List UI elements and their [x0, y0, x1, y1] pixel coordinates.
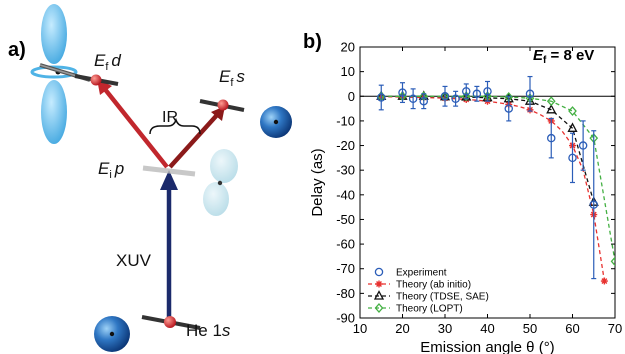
ir-bracket	[149, 117, 201, 135]
data-point	[408, 94, 418, 103]
data-point	[610, 256, 615, 267]
series-theory-tdse-sae-	[376, 90, 599, 206]
d-orbital-icon	[30, 4, 91, 144]
label-xuv: XUV	[116, 251, 152, 270]
label-ir: IR	[162, 109, 178, 126]
legend-marker	[375, 280, 383, 288]
data-point	[568, 106, 577, 117]
x-tick-label: 60	[565, 321, 579, 336]
data-point	[398, 88, 407, 97]
data-point	[525, 89, 535, 99]
data-point	[419, 96, 428, 106]
p-orbital-faded-icon	[203, 149, 238, 216]
series-theory-lopt-	[376, 91, 615, 267]
data-point	[567, 122, 578, 132]
x-tick-label: 10	[353, 321, 367, 336]
data-point	[589, 200, 599, 209]
label-ef-s: Ef s	[219, 67, 245, 89]
xuv-arrow	[160, 170, 178, 322]
panel-a-label: a)	[8, 39, 26, 61]
panel-b: b) 10 20 30 40 50 60 70 20 10 0 -10 -20 -30 -40 -50 -60…	[303, 31, 622, 354]
s-orbital-icon	[260, 106, 292, 138]
plot-area	[376, 75, 615, 285]
data-point	[440, 92, 450, 101]
data-point	[600, 277, 608, 285]
y-tick-label: -40	[336, 187, 355, 202]
legend-label: Theory (TDSE, SAE)	[396, 292, 489, 303]
data-point	[504, 104, 513, 113]
y-tick-label: -20	[336, 138, 355, 153]
y-tick-label: -10	[336, 113, 355, 128]
data-point	[578, 141, 588, 150]
data-point	[568, 153, 577, 163]
panel-b-label: b)	[303, 31, 322, 53]
legend-label: Theory (LOPT)	[396, 304, 463, 315]
data-point	[451, 94, 460, 103]
energy-annotation: Ef = 8 eV	[533, 47, 594, 66]
initial-state-line	[142, 165, 196, 177]
data-point	[483, 87, 492, 96]
y-tick-label: -50	[336, 212, 355, 227]
helium-atom-icon	[94, 316, 130, 352]
series-theory-ab-initio-	[377, 93, 608, 285]
y-axis-label: Delay (as)	[309, 148, 326, 216]
label-ef-d: Ef d	[94, 51, 121, 73]
data-point	[547, 133, 556, 143]
legend-marker	[374, 267, 384, 277]
ir-arrow-to-d	[97, 79, 169, 169]
legend-marker	[374, 303, 384, 313]
x-tick-label: 20	[395, 321, 409, 336]
data-point	[376, 93, 386, 102]
panel-a: a)	[8, 4, 292, 352]
x-tick-label: 30	[438, 321, 452, 336]
series-line	[381, 96, 606, 282]
y-tick-label: 20	[341, 40, 355, 55]
y-tick-label: -90	[336, 311, 355, 326]
data-point	[546, 96, 556, 107]
data-point	[461, 91, 471, 102]
final-state-s-line	[199, 99, 245, 112]
ground-state-line	[141, 315, 201, 330]
y-tick-label: 10	[341, 64, 355, 79]
label-he-1s: He 1s	[186, 321, 231, 340]
x-axis-label: Emission angle θ (°)	[420, 339, 554, 354]
data-point	[461, 87, 471, 96]
delay-chart: 10 20 30 40 50 60 70 20 10 0 -10 -20 -30 -40 -50 -60 -70…	[309, 40, 622, 354]
legend-marker	[373, 290, 385, 300]
data-point	[546, 103, 557, 114]
data-point	[472, 89, 482, 99]
y-tick-label: 0	[348, 89, 355, 104]
y-tick-label: -30	[336, 163, 355, 178]
y-tick-label: -80	[336, 286, 355, 301]
y-tick-label: -70	[336, 261, 355, 276]
series-line	[381, 95, 595, 203]
y-tick-label: -60	[336, 237, 355, 252]
final-state-d-line	[74, 74, 119, 86]
x-tick-label: 70	[608, 321, 622, 336]
legend-label: Theory (ab initio)	[396, 280, 471, 291]
legend-label: Experiment	[396, 268, 447, 279]
series-line	[381, 95, 615, 262]
x-tick-label: 40	[480, 321, 494, 336]
x-tick-label: 50	[523, 321, 537, 336]
series-experiment	[376, 75, 599, 280]
label-ei-p: Ei p	[98, 159, 124, 181]
